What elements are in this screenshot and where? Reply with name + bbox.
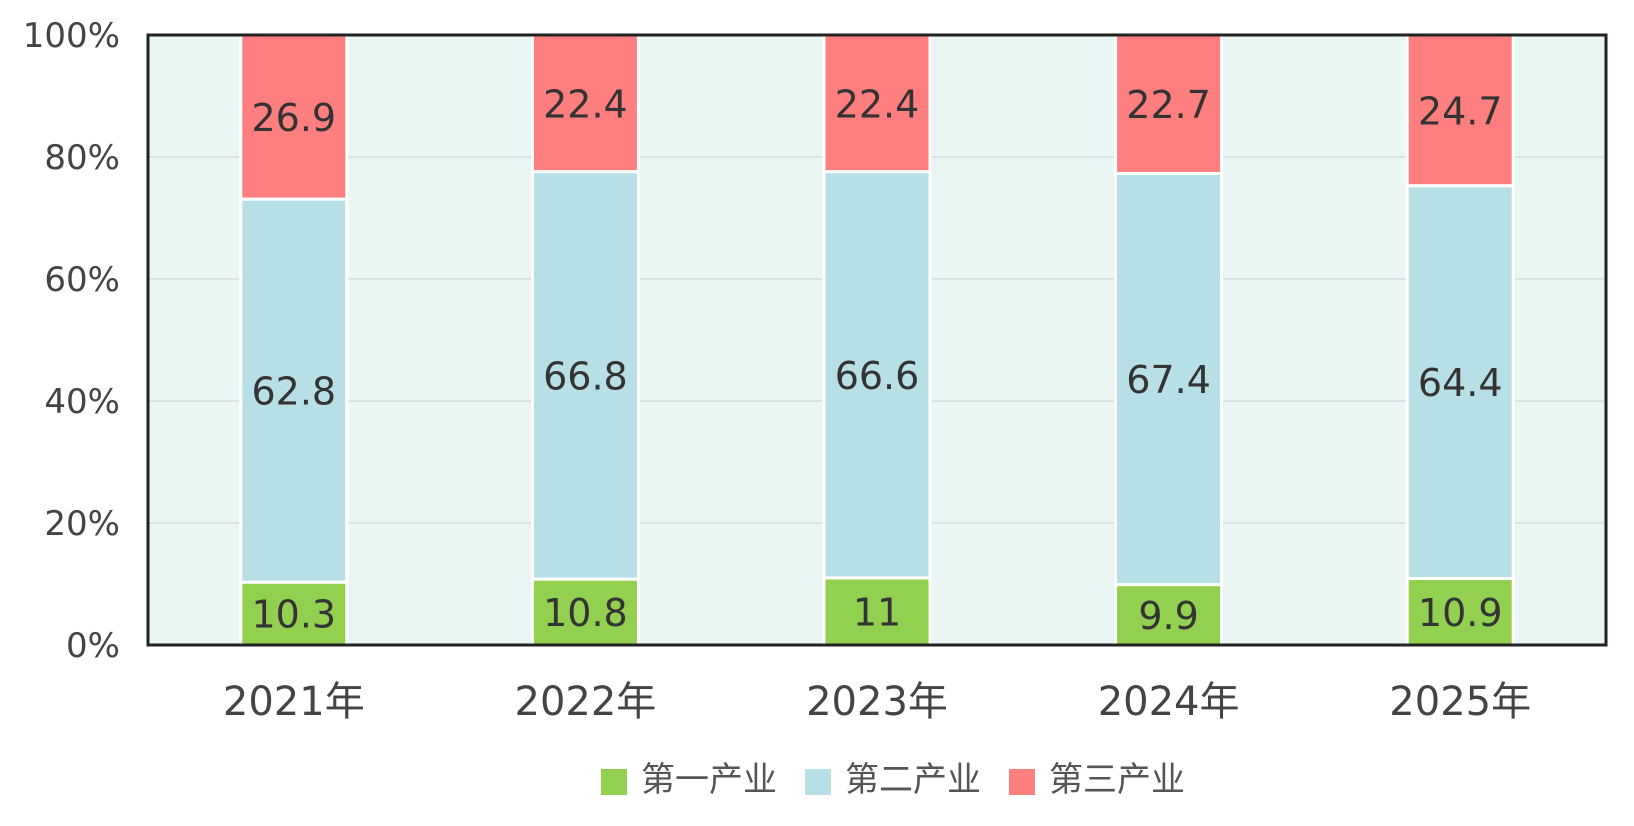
bar-segment-secondary-0	[239, 197, 349, 584]
x-axis-category-labels: 2021年 2022年 2023年 2024年 2025年	[223, 679, 1531, 725]
data-labels: 10.3 62.8 26.9 10.8 66.8 22.4 11 66.6 22.4 9.9 67.…	[251, 82, 1502, 637]
legend-label-secondary: 第二产业	[845, 760, 981, 800]
data-label-primary-4: 10.9	[1418, 591, 1503, 635]
y-tick-label: 0%	[66, 626, 120, 666]
y-tick-label: 60%	[44, 260, 120, 300]
data-label-secondary-1: 66.8	[543, 354, 628, 398]
legend: 第一产业 第二产业 第三产业	[601, 760, 1185, 800]
bar-segment-secondary-3	[1114, 171, 1224, 587]
bar-segment-tertiary-4	[1405, 33, 1515, 188]
data-label-secondary-0: 62.8	[251, 370, 336, 414]
legend-swatch-primary	[601, 769, 627, 795]
bar-segment-secondary-4	[1405, 184, 1515, 581]
data-label-primary-1: 10.8	[543, 591, 628, 635]
data-label-primary-0: 10.3	[251, 593, 336, 637]
bar-segment-secondary-2	[822, 170, 932, 580]
y-tick-label: 100%	[23, 16, 120, 56]
y-tick-label: 40%	[44, 382, 120, 422]
bar-segment-primary-3	[1114, 583, 1224, 647]
data-label-tertiary-0: 26.9	[251, 96, 336, 140]
bar-segment-tertiary-2	[822, 33, 932, 174]
x-category-label: 2023年	[806, 679, 948, 725]
data-label-tertiary-4: 24.7	[1418, 89, 1503, 133]
data-label-secondary-3: 67.4	[1126, 358, 1211, 402]
legend-label-primary: 第一产业	[641, 760, 777, 800]
data-label-primary-2: 11	[853, 590, 901, 634]
x-category-label: 2021年	[223, 679, 365, 725]
data-label-secondary-2: 66.6	[835, 354, 920, 398]
data-label-tertiary-2: 22.4	[835, 82, 920, 126]
legend-swatch-secondary	[805, 769, 831, 795]
data-label-tertiary-1: 22.4	[543, 82, 628, 126]
legend-label-tertiary: 第三产业	[1049, 760, 1185, 800]
bar-segment-tertiary-0	[239, 33, 349, 201]
y-tick-label: 80%	[44, 138, 120, 178]
x-category-label: 2024年	[1098, 679, 1240, 725]
y-tick-label: 20%	[44, 504, 120, 544]
y-axis-tick-labels: 0% 20% 40% 60% 80% 100%	[23, 16, 120, 666]
data-label-primary-3: 9.9	[1138, 594, 1198, 638]
legend-swatch-tertiary	[1009, 769, 1035, 795]
bar-segment-secondary-1	[530, 170, 640, 581]
bar-segment-tertiary-3	[1114, 33, 1224, 175]
plot-area-border	[146, 33, 1608, 647]
bar-segment-tertiary-1	[530, 33, 640, 174]
bars	[239, 33, 1515, 647]
data-label-secondary-4: 64.4	[1418, 361, 1503, 405]
bar-segment-primary-2	[822, 576, 932, 647]
x-category-label: 2025年	[1389, 679, 1531, 725]
x-category-label: 2022年	[515, 679, 657, 725]
data-label-tertiary-3: 22.7	[1126, 83, 1211, 127]
